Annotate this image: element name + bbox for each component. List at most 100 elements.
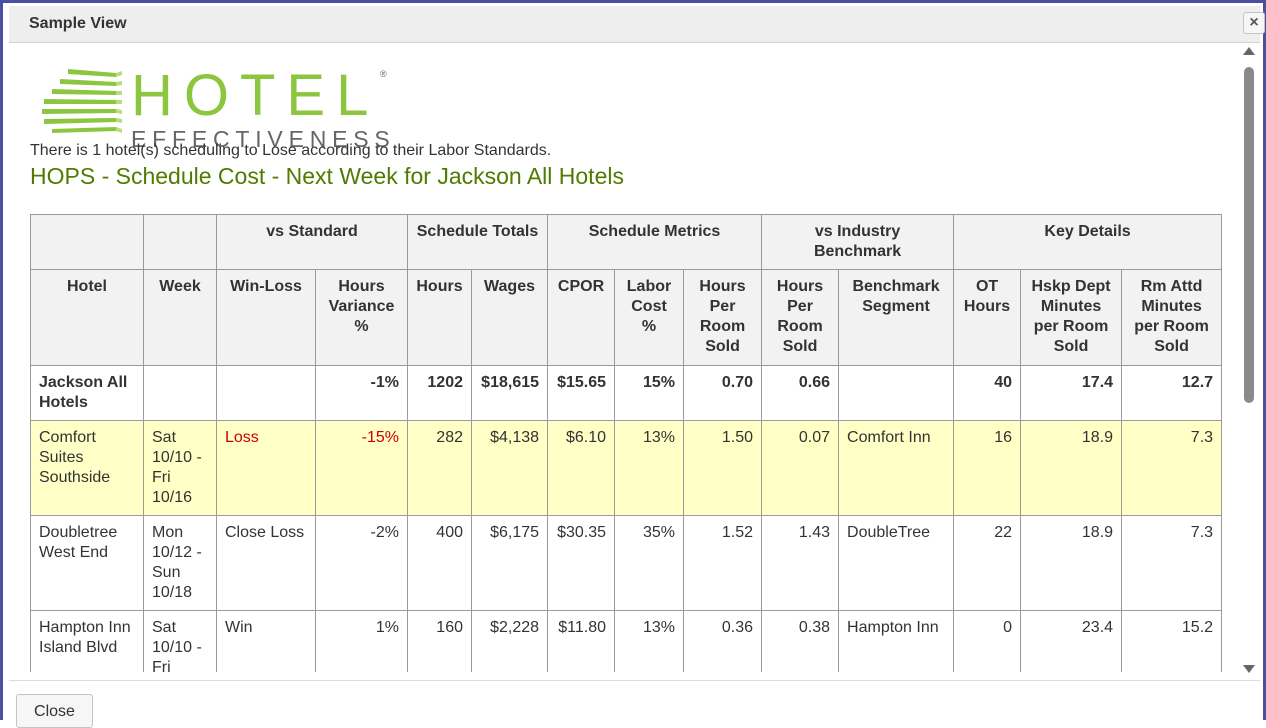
cell-win-loss: Loss [216, 420, 316, 516]
report-heading: HOPS - Schedule Cost - Next Week for Jac… [30, 163, 624, 189]
cell-hours-variance: -2% [315, 515, 408, 611]
scroll-up-icon[interactable] [1243, 47, 1255, 55]
cell-benchmark-hprs: 1.43 [761, 515, 840, 611]
cell-benchmark-segment: Hampton Inn [838, 610, 955, 672]
cell-hprs: 1.52 [683, 515, 763, 611]
cell-ot-hours: 16 [953, 420, 1022, 516]
cell-ot-hours: 22 [953, 515, 1022, 611]
cell-hours: 282 [407, 420, 472, 516]
cell-cpor: $6.10 [547, 420, 616, 516]
cell-labor-cost: 35% [614, 515, 685, 611]
cell-benchmark-hprs: 0.38 [761, 610, 840, 672]
group-header-row: vs Standard Schedule Totals Schedule Met… [30, 214, 1223, 270]
cell-week [143, 365, 217, 421]
cell-hprs: 1.50 [683, 420, 763, 516]
cell-win-loss: Win [216, 610, 316, 672]
cell-hours-variance: 1% [315, 610, 408, 672]
column-header-row: Hotel Week Win-Loss Hours Variance % Hou… [30, 269, 1223, 366]
cell-hours-variance: -15% [315, 420, 408, 516]
cell-hours-variance: -1% [315, 365, 408, 421]
modal-title: Sample View [29, 15, 127, 32]
cell-benchmark-hprs: 0.07 [761, 420, 840, 516]
modal-content: HOTEL EFFECTIVENESS ® There is 1 hotel(s… [30, 47, 1225, 672]
column-header-benchmark-segment: Benchmark Segment [838, 269, 955, 366]
table-row: Hampton Inn Island Blvd Sat 10/10 - Fri … [30, 610, 1223, 672]
cell-ot-hours: 40 [953, 365, 1022, 421]
cell-week: Sat 10/10 - Fri 10/16 [143, 610, 217, 672]
close-button[interactable]: Close [16, 694, 93, 728]
column-header-hours: Hours [407, 269, 472, 366]
column-header-labor-cost: Labor Cost % [614, 269, 685, 366]
logo-hotel-text: HOTEL [131, 63, 380, 128]
scroll-down-icon[interactable] [1243, 665, 1255, 673]
cell-hotel: Comfort Suites Southside [30, 420, 144, 516]
cell-win-loss: Close Loss [216, 515, 316, 611]
logo-effectiveness-text: EFFECTIVENESS [131, 126, 396, 152]
column-header-hours-variance: Hours Variance % [315, 269, 408, 366]
report-table: vs Standard Schedule Totals Schedule Met… [30, 214, 1223, 672]
cell-ot-hours: 0 [953, 610, 1022, 672]
cell-benchmark-segment [838, 365, 955, 421]
cell-cpor: $30.35 [547, 515, 616, 611]
cell-hprs: 0.70 [683, 365, 763, 421]
cell-rm-attd-minutes: 7.3 [1121, 515, 1223, 611]
table-row: Doubletree West End Mon 10/12 - Sun 10/1… [30, 515, 1223, 611]
group-header-schedule-metrics: Schedule Metrics [547, 214, 763, 270]
cell-cpor: $15.65 [547, 365, 616, 421]
cell-hotel: Doubletree West End [30, 515, 144, 611]
footer-divider [9, 680, 1260, 681]
cell-week: Sat 10/10 - Fri 10/16 [143, 420, 217, 516]
group-header-schedule-totals: Schedule Totals [406, 214, 549, 270]
column-header-hskp-minutes: Hskp Dept Minutes per Room Sold [1020, 269, 1123, 366]
group-header-vs-standard: vs Standard [216, 214, 408, 270]
column-header-win-loss: Win-Loss [216, 269, 316, 366]
group-header [30, 214, 144, 270]
group-header-key-details: Key Details [953, 214, 1223, 270]
group-header [143, 214, 217, 270]
cell-hskp-minutes: 18.9 [1020, 420, 1123, 516]
hotel-effectiveness-logo: HOTEL EFFECTIVENESS ® [38, 63, 390, 151]
cell-hprs: 0.36 [683, 610, 763, 672]
cell-rm-attd-minutes: 15.2 [1121, 610, 1223, 672]
cell-wages: $18,615 [470, 365, 549, 421]
vertical-scrollbar[interactable] [1241, 47, 1257, 673]
cell-benchmark-segment: Comfort Inn [838, 420, 955, 516]
cell-benchmark-hprs: 0.66 [761, 365, 840, 421]
cell-wages: $6,175 [470, 515, 549, 611]
cell-hours: 1202 [407, 365, 472, 421]
cell-hours: 400 [407, 515, 472, 611]
cell-hours: 160 [407, 610, 472, 672]
cell-rm-attd-minutes: 12.7 [1121, 365, 1223, 421]
group-header-industry-benchmark: vs Industry Benchmark [761, 214, 955, 270]
column-header-wages: Wages [470, 269, 549, 366]
scrollbar-thumb[interactable] [1244, 67, 1254, 403]
cell-hotel: Hampton Inn Island Blvd [30, 610, 144, 672]
cell-hskp-minutes: 18.9 [1020, 515, 1123, 611]
cell-wages: $2,228 [470, 610, 549, 672]
column-header-benchmark-hprs: Hours Per Room Sold [761, 269, 840, 366]
cell-labor-cost: 15% [614, 365, 685, 421]
cell-rm-attd-minutes: 7.3 [1121, 420, 1223, 516]
cell-week: Mon 10/12 - Sun 10/18 [143, 515, 217, 611]
close-icon[interactable]: × [1243, 12, 1265, 34]
column-header-cpor: CPOR [547, 269, 616, 366]
column-header-week: Week [143, 269, 217, 366]
cell-labor-cost: 13% [614, 420, 685, 516]
cell-cpor: $11.80 [547, 610, 616, 672]
cell-hotel: Jackson All Hotels [30, 365, 144, 421]
table-row-total: Jackson All Hotels -1% 1202 $18,615 $15.… [30, 365, 1223, 421]
column-header-rm-attd-minutes: Rm Attd Minutes per Room Sold [1121, 269, 1223, 366]
cell-benchmark-segment: DoubleTree [838, 515, 955, 611]
cell-labor-cost: 13% [614, 610, 685, 672]
column-header-ot-hours: OT Hours [953, 269, 1022, 366]
column-header-hotel: Hotel [30, 269, 144, 366]
cell-win-loss [216, 365, 316, 421]
cell-hskp-minutes: 17.4 [1020, 365, 1123, 421]
summary-text: There is 1 hotel(s) scheduling to Lose a… [30, 142, 552, 159]
column-header-hprs: Hours Per Room Sold [683, 269, 763, 366]
registered-mark: ® [380, 69, 387, 79]
building-icon [42, 69, 122, 133]
cell-hskp-minutes: 23.4 [1020, 610, 1123, 672]
modal-titlebar: Sample View × [9, 6, 1265, 43]
